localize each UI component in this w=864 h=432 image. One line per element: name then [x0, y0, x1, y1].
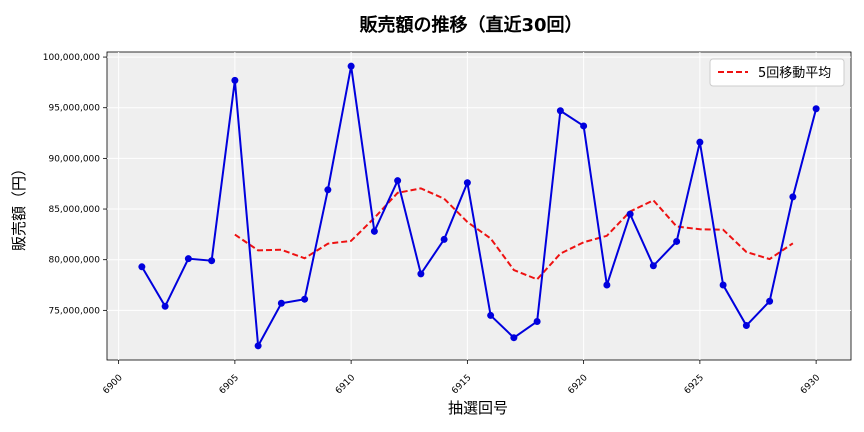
x-tick-label: 6915 [450, 373, 473, 396]
sales-point [603, 281, 611, 289]
sales-point [370, 227, 378, 235]
sales-point [417, 270, 425, 278]
y-tick-label: 100,000,000 [43, 53, 101, 63]
sales-point [510, 334, 518, 342]
sales-point [487, 311, 495, 319]
sales-point [719, 281, 727, 289]
sales-point [231, 76, 239, 84]
y-axis-ticks: 75,000,000 80,000,000 85,000,000 90,000,000… [43, 53, 107, 316]
sales-point [347, 62, 355, 70]
sales-point [277, 299, 285, 307]
sales-point [649, 262, 657, 270]
sales-point [626, 210, 634, 218]
sales-point [254, 342, 262, 350]
chart-title: 販売額の推移（直近30回） [359, 14, 582, 36]
y-tick-label: 95,000,000 [48, 104, 100, 114]
grid-lines [107, 52, 851, 360]
sales-point [184, 255, 192, 263]
x-tick-label: 6920 [566, 373, 589, 396]
sales-point [696, 138, 704, 146]
sales-point [138, 263, 146, 271]
sales-point [440, 235, 448, 243]
sales-point [301, 295, 309, 303]
ma5-line [234, 187, 794, 281]
legend-box [709, 58, 845, 87]
x-tick-label: 6925 [683, 373, 706, 396]
sales-point [161, 302, 169, 310]
legend: 5回移動平均 [709, 58, 845, 87]
x-tick-label: 6905 [218, 373, 241, 396]
sales-point [812, 105, 820, 113]
sales-point [556, 107, 564, 115]
sales-point [208, 257, 216, 265]
y-tick-label: 90,000,000 [48, 154, 100, 164]
series-layer [138, 62, 820, 350]
sales-point [533, 318, 541, 325]
legend-ma5-label: 5回移動平均 [758, 66, 831, 81]
x-axis-ticks: 6900 6905 6910 6915 6920 6925 6930 [101, 360, 822, 396]
sales-line [141, 65, 818, 350]
x-tick-label: 6900 [101, 373, 124, 396]
sales-point [789, 193, 797, 201]
x-tick-label: 6930 [799, 373, 822, 396]
y-axis-title: 販売額（円） [10, 161, 28, 251]
sales-point [742, 322, 750, 330]
sales-point [463, 179, 471, 187]
sales-point [580, 122, 588, 130]
sales-point [394, 177, 402, 185]
y-tick-label: 80,000,000 [48, 256, 100, 266]
x-axis-title: 抽選回号 [448, 399, 508, 417]
y-tick-label: 85,000,000 [48, 205, 100, 215]
sales-point [673, 237, 681, 245]
sales-point [766, 297, 774, 305]
sales-point [324, 186, 332, 194]
y-tick-label: 75,000,000 [48, 306, 100, 316]
x-tick-label: 6910 [334, 373, 357, 396]
